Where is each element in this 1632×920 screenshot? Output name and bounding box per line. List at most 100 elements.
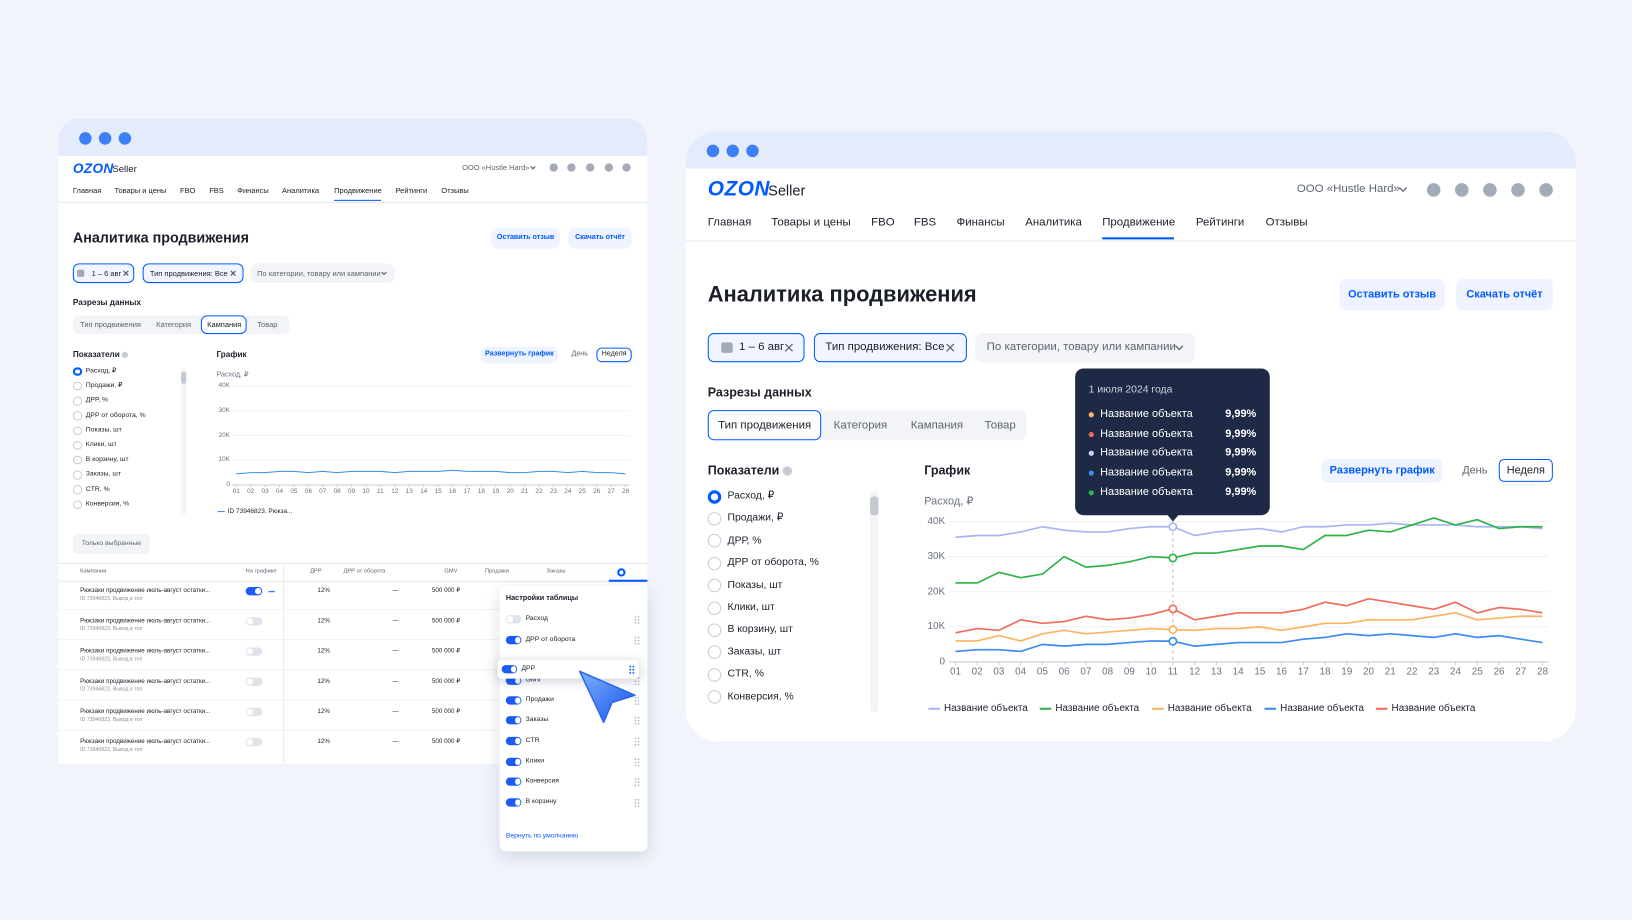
toggle[interactable]: [505, 798, 522, 807]
button[interactable]: [480, 347, 558, 363]
metric-option[interactable]: Показы, шт: [727, 579, 783, 591]
button-label[interactable]: Скачать отчёт: [575, 233, 625, 242]
metric-option[interactable]: CTR, %: [727, 668, 764, 680]
metric-option[interactable]: ДРР от оборота, %: [85, 411, 146, 419]
toggle[interactable]: [245, 617, 263, 626]
radio[interactable]: [707, 556, 722, 571]
header-icon[interactable]: [566, 163, 576, 172]
period[interactable]: День: [1462, 463, 1488, 477]
setting-item[interactable]: ДРР: [521, 664, 536, 673]
tab-active[interactable]: [707, 410, 822, 441]
toggle[interactable]: [505, 757, 522, 766]
metric-option[interactable]: Клики, шт: [727, 601, 775, 614]
toggle[interactable]: [505, 615, 522, 623]
scrollbar-thumb[interactable]: [181, 371, 187, 385]
nav-item[interactable]: Продвижение: [1102, 215, 1176, 229]
setting-item[interactable]: ДРР от оборота: [525, 635, 576, 643]
scrollbar-thumb[interactable]: [870, 496, 879, 516]
tab-active[interactable]: [200, 314, 247, 335]
filter-chip[interactable]: [142, 263, 244, 283]
metric-option[interactable]: Заказы, шт: [727, 646, 782, 658]
button[interactable]: [568, 228, 632, 249]
button[interactable]: [1321, 458, 1443, 483]
toggle[interactable]: [245, 587, 263, 596]
period-active[interactable]: [596, 347, 632, 363]
setting-item[interactable]: Клики: [525, 757, 545, 765]
drag-handle[interactable]: [633, 777, 641, 787]
metric-option[interactable]: В корзину, шт: [727, 623, 793, 636]
settings-gear[interactable]: [617, 568, 626, 577]
setting-item[interactable]: GMV: [525, 676, 542, 684]
tab[interactable]: Кампания: [207, 319, 242, 330]
nav-item[interactable]: Рейтинги: [1195, 215, 1245, 229]
radio[interactable]: [72, 381, 82, 391]
tab[interactable]: Товар: [984, 418, 1016, 431]
setting-item[interactable]: Конверсия: [525, 777, 559, 785]
radio[interactable]: [72, 470, 82, 480]
button-label[interactable]: Только выбранные: [81, 539, 142, 547]
column-header[interactable]: Кампании: [80, 568, 107, 575]
nav-item[interactable]: Главная: [72, 185, 102, 196]
metric-option[interactable]: В корзину, шт: [85, 455, 129, 464]
toggle[interactable]: [245, 677, 263, 686]
metric-option[interactable]: Показы, шт: [85, 426, 122, 434]
filter-label[interactable]: По категории, товару или кампании: [986, 340, 1176, 354]
nav-item[interactable]: Товары и цены: [771, 215, 851, 229]
button-label[interactable]: Оставить отзыв: [496, 233, 555, 242]
header-icon[interactable]: [1510, 182, 1525, 197]
nav-item[interactable]: Главная: [707, 215, 752, 229]
radio[interactable]: [72, 485, 82, 495]
drag-handle[interactable]: [633, 798, 641, 808]
header-icon[interactable]: [604, 163, 614, 172]
legend-label[interactable]: ID 73946823. Рюкза...: [227, 507, 293, 516]
period[interactable]: Неделя: [1506, 463, 1545, 477]
setting-item[interactable]: Продажи: [525, 696, 554, 704]
tab[interactable]: Товар: [257, 319, 278, 330]
filter-chip[interactable]: [975, 333, 1195, 363]
radio[interactable]: [707, 489, 722, 504]
metric-option[interactable]: Конверсия, %: [85, 500, 130, 508]
button-label[interactable]: Оставить отзыв: [1348, 288, 1436, 301]
drag-handle[interactable]: [633, 757, 641, 768]
campaign-name[interactable]: Рюкзаки продвижение июль-август остатки.…: [80, 678, 211, 685]
column-header[interactable]: GMV: [444, 568, 458, 575]
tab[interactable]: Кампания: [910, 418, 964, 431]
header-icon[interactable]: [549, 163, 559, 172]
filter-label[interactable]: 1 – 6 авг: [91, 268, 122, 278]
tab[interactable]: Тип продвижения: [718, 418, 812, 431]
radio[interactable]: [72, 367, 82, 376]
header-icon[interactable]: [1426, 182, 1440, 197]
toggle[interactable]: [505, 736, 522, 745]
radio[interactable]: [707, 623, 722, 637]
filter-chip[interactable]: [250, 263, 395, 283]
campaign-name[interactable]: Рюкзаки продвижение июль-август остатки.…: [80, 648, 211, 655]
toggle[interactable]: [505, 676, 522, 685]
column-header[interactable]: На графике: [245, 568, 277, 575]
tab[interactable]: Тип продвижения: [80, 319, 141, 330]
metric-option[interactable]: Расход, ₽: [85, 367, 117, 375]
drag-handle[interactable]: [628, 665, 635, 675]
metric-option[interactable]: Конверсия, %: [727, 690, 794, 703]
tab[interactable]: Категория: [833, 418, 888, 431]
metric-option[interactable]: ДРР, %: [727, 534, 762, 547]
nav-item[interactable]: Финансы: [237, 185, 269, 196]
radio[interactable]: [707, 690, 722, 704]
metric-option[interactable]: ДРР, %: [85, 396, 109, 404]
tab[interactable]: Категория: [156, 319, 192, 330]
button[interactable]: [491, 228, 560, 249]
radio[interactable]: [707, 645, 722, 660]
nav-item[interactable]: Товары и цены: [114, 185, 167, 196]
header-icon[interactable]: [1454, 182, 1469, 197]
radio[interactable]: [72, 441, 82, 450]
nav-item[interactable]: Аналитика: [282, 185, 320, 196]
filter-label[interactable]: Тип продвижения: Все: [825, 340, 945, 354]
campaign-name[interactable]: Рюкзаки продвижение июль-август остатки.…: [80, 708, 211, 716]
metric-option[interactable]: CTR, %: [85, 485, 110, 493]
filter-label[interactable]: 1 – 6 авг: [738, 340, 785, 354]
filter-chip[interactable]: [813, 333, 967, 363]
metric-option[interactable]: ДРР от оборота, %: [727, 557, 819, 569]
setting-item[interactable]: CTR: [525, 736, 540, 744]
nav-item[interactable]: Отзывы: [441, 185, 469, 196]
filter-label[interactable]: Тип продвижения: Все: [149, 268, 228, 278]
button-label[interactable]: Скачать отчёт: [1466, 288, 1543, 301]
